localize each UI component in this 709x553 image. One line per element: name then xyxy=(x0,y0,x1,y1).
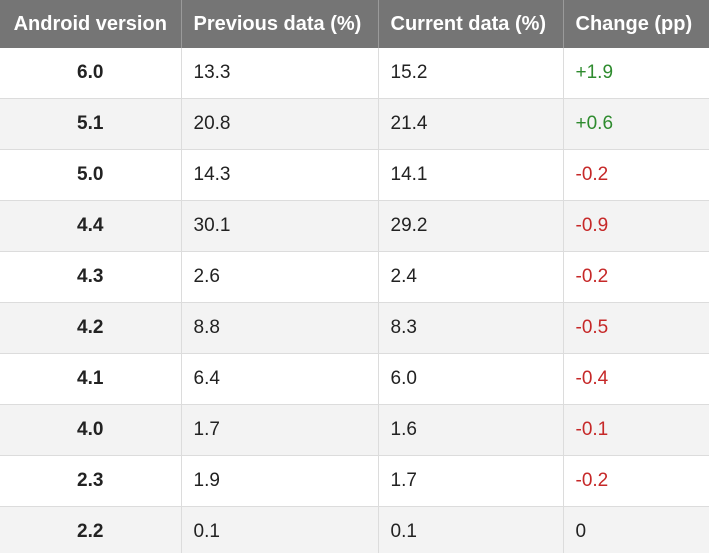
previous-data-cell: 13.3 xyxy=(181,48,379,99)
header-current-data: Current data (%) xyxy=(378,0,564,48)
previous-data-cell: 20.8 xyxy=(181,98,379,150)
version-cell: 5.0 xyxy=(0,149,182,201)
change-cell: -0.1 xyxy=(563,404,709,456)
change-cell: -0.2 xyxy=(563,455,709,507)
version-cell: 6.0 xyxy=(0,48,182,99)
previous-data-cell: 1.9 xyxy=(181,455,379,507)
table-row: 4.2 8.8 8.3 -0.5 xyxy=(0,302,709,354)
version-cell: 2.3 xyxy=(0,455,182,507)
change-cell: -0.5 xyxy=(563,302,709,354)
change-cell: +1.9 xyxy=(563,48,709,99)
current-data-cell: 0.1 xyxy=(378,506,564,553)
current-data-cell: 15.2 xyxy=(378,48,564,99)
previous-data-cell: 6.4 xyxy=(181,353,379,405)
table-row: 5.1 20.8 21.4 +0.6 xyxy=(0,98,709,150)
table-row: 4.1 6.4 6.0 -0.4 xyxy=(0,353,709,405)
table-row: 4.0 1.7 1.6 -0.1 xyxy=(0,404,709,456)
table-row: 5.0 14.3 14.1 -0.2 xyxy=(0,149,709,201)
version-cell: 4.3 xyxy=(0,251,182,303)
previous-data-cell: 1.7 xyxy=(181,404,379,456)
change-cell: -0.2 xyxy=(563,251,709,303)
table-body: 6.0 13.3 15.2 +1.9 5.1 20.8 21.4 +0.6 5.0 14.3 14.… xyxy=(0,48,709,553)
previous-data-cell: 14.3 xyxy=(181,149,379,201)
change-cell: +0.6 xyxy=(563,98,709,150)
version-cell: 4.4 xyxy=(0,200,182,252)
previous-data-cell: 8.8 xyxy=(181,302,379,354)
current-data-cell: 21.4 xyxy=(378,98,564,150)
change-cell: -0.9 xyxy=(563,200,709,252)
current-data-cell: 2.4 xyxy=(378,251,564,303)
current-data-cell: 29.2 xyxy=(378,200,564,252)
current-data-cell: 1.6 xyxy=(378,404,564,456)
current-data-cell: 6.0 xyxy=(378,353,564,405)
table-row: 2.3 1.9 1.7 -0.2 xyxy=(0,455,709,507)
header-row: Android version Previous data (%) Curren… xyxy=(0,0,709,48)
table-row: 4.3 2.6 2.4 -0.2 xyxy=(0,251,709,303)
previous-data-cell: 30.1 xyxy=(181,200,379,252)
version-cell: 2.2 xyxy=(0,506,182,553)
header-change: Change (pp) xyxy=(563,0,709,48)
table-row: 6.0 13.3 15.2 +1.9 xyxy=(0,48,709,99)
header-android-version: Android version xyxy=(0,0,182,48)
change-cell: 0 xyxy=(563,506,709,553)
current-data-cell: 1.7 xyxy=(378,455,564,507)
table-header: Android version Previous data (%) Curren… xyxy=(0,0,709,48)
version-cell: 5.1 xyxy=(0,98,182,150)
current-data-cell: 8.3 xyxy=(378,302,564,354)
version-cell: 4.2 xyxy=(0,302,182,354)
version-cell: 4.1 xyxy=(0,353,182,405)
current-data-cell: 14.1 xyxy=(378,149,564,201)
previous-data-cell: 2.6 xyxy=(181,251,379,303)
previous-data-cell: 0.1 xyxy=(181,506,379,553)
header-previous-data: Previous data (%) xyxy=(181,0,379,48)
table-row: 4.4 30.1 29.2 -0.9 xyxy=(0,200,709,252)
table-row: 2.2 0.1 0.1 0 xyxy=(0,506,709,553)
change-cell: -0.2 xyxy=(563,149,709,201)
version-cell: 4.0 xyxy=(0,404,182,456)
change-cell: -0.4 xyxy=(563,353,709,405)
